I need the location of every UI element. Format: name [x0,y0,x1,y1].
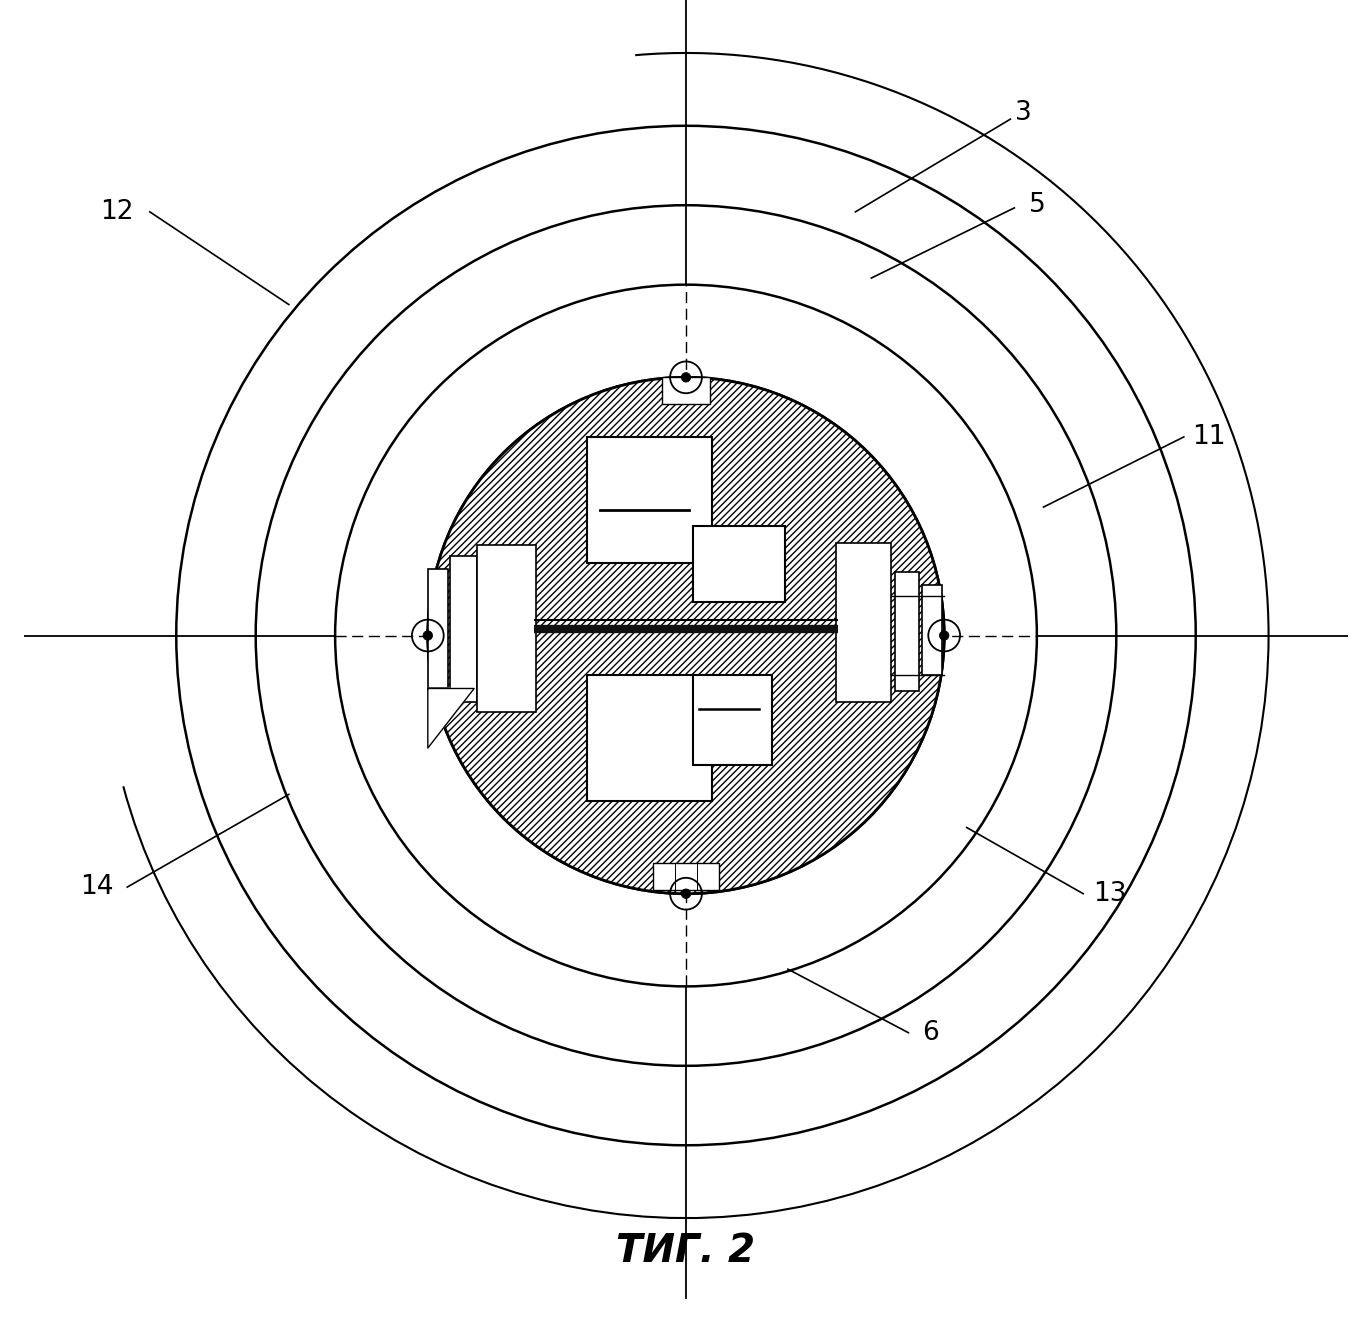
Bar [693,675,772,765]
Bar [587,675,712,801]
Bar [653,863,719,890]
Polygon shape [428,688,475,748]
Bar [663,377,709,404]
Text: 3: 3 [1015,99,1032,126]
Bar [922,585,941,675]
Bar [477,545,536,712]
Text: 14: 14 [80,874,114,900]
Text: 13: 13 [1093,880,1126,907]
Bar [450,556,477,702]
Bar [693,526,785,602]
Circle shape [940,630,949,641]
Text: 11: 11 [1192,424,1225,450]
Bar [836,543,892,702]
Text: ΤИГ. 2: ΤИГ. 2 [616,1233,756,1270]
Text: 6: 6 [922,1019,940,1046]
Bar [587,437,712,563]
Bar [895,572,919,691]
Circle shape [682,888,690,899]
Circle shape [682,372,690,383]
Text: 12: 12 [100,199,133,225]
Text: 5: 5 [1029,192,1045,218]
Bar [428,569,447,688]
Circle shape [423,630,432,641]
Circle shape [428,377,944,894]
